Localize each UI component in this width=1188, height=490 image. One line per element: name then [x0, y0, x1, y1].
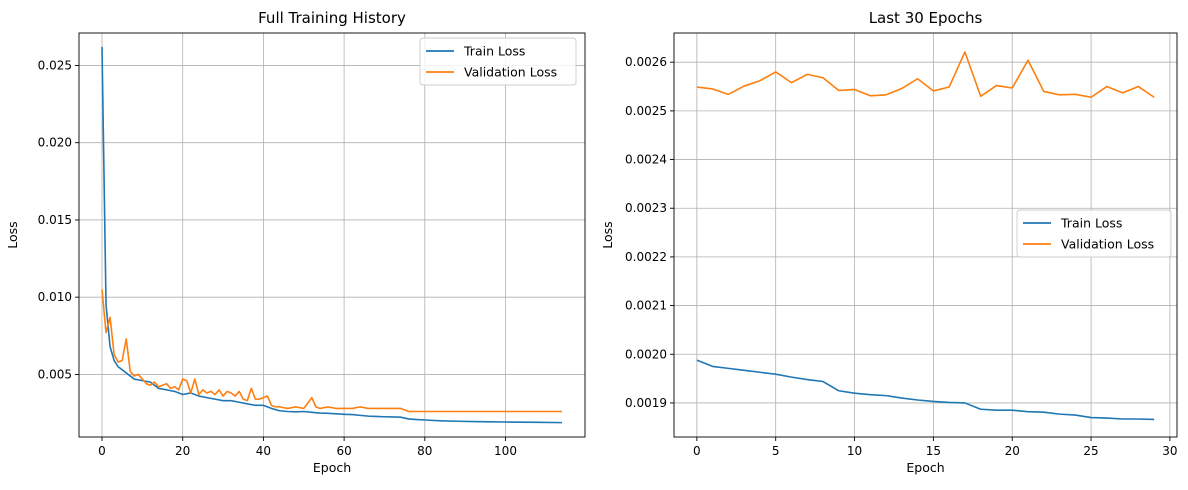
axes-frame: [673, 32, 1178, 438]
x-tick-label: 0: [693, 444, 701, 458]
x-axis-label: Epoch: [313, 460, 351, 475]
chart-title: Last 30 Epochs: [869, 9, 983, 27]
y-tick-label: 0.0022: [625, 250, 667, 264]
x-tick-label: 80: [417, 444, 432, 458]
series-line-validation-loss: [101, 289, 562, 413]
chart-panel-1: 0 20 40 60 80 100 0.005 0.010 0.015 0.020 0.025 Ful…: [5, 9, 586, 475]
y-axis-label: Loss: [600, 221, 615, 248]
chart-panel-2: 0 5 10 15 20 25 30 0.0019 0.0020 0.0021 0.0022 0.00…: [600, 9, 1178, 475]
y-tick-label: 0.0023: [625, 201, 667, 215]
legend-label: Validation Loss: [1061, 237, 1154, 252]
legend-label: Validation Loss: [464, 65, 557, 80]
x-tick-label: 25: [1083, 444, 1098, 458]
series-line-validation-loss: [696, 51, 1155, 99]
series-line-train-loss: [696, 359, 1155, 421]
legend-box: [1016, 209, 1172, 258]
x-tick-label: 60: [336, 444, 351, 458]
x-tick-label: 5: [772, 444, 780, 458]
legend-label: Train Loss: [463, 44, 525, 59]
y-tick-label: 0.0019: [625, 396, 667, 410]
y-tick-label: 0.0024: [625, 153, 667, 167]
x-tick-label: 10: [847, 444, 862, 458]
y-tick-label: 0.005: [38, 367, 72, 381]
x-tick-label: 20: [175, 444, 190, 458]
x-tick-label: 15: [926, 444, 941, 458]
y-tick-label: 0.0021: [625, 299, 667, 313]
axes-frame: [78, 32, 586, 438]
chart-title: Full Training History: [258, 9, 406, 27]
y-tick-label: 0.0026: [625, 55, 667, 69]
y-tick-label: 0.025: [38, 58, 72, 72]
y-axis-label: Loss: [5, 221, 20, 248]
legend: Train Loss Validation Loss: [419, 37, 577, 86]
x-tick-label: 40: [256, 444, 271, 458]
y-tick-label: 0.015: [38, 213, 72, 227]
y-tick-label: 0.0020: [625, 347, 667, 361]
legend-box: [419, 37, 577, 86]
x-tick-label: 30: [1162, 444, 1177, 458]
y-tick-label: 0.0025: [625, 104, 667, 118]
y-tick-label: 0.010: [38, 290, 72, 304]
x-tick-label: 100: [494, 444, 517, 458]
legend-label: Train Loss: [1060, 216, 1122, 231]
y-tick-label: 0.020: [38, 136, 72, 150]
x-tick-label: 20: [1005, 444, 1020, 458]
legend: Train Loss Validation Loss: [1016, 209, 1172, 258]
x-axis-label: Epoch: [906, 460, 944, 475]
x-tick-label: 0: [98, 444, 106, 458]
series-line-train-loss: [101, 46, 563, 424]
